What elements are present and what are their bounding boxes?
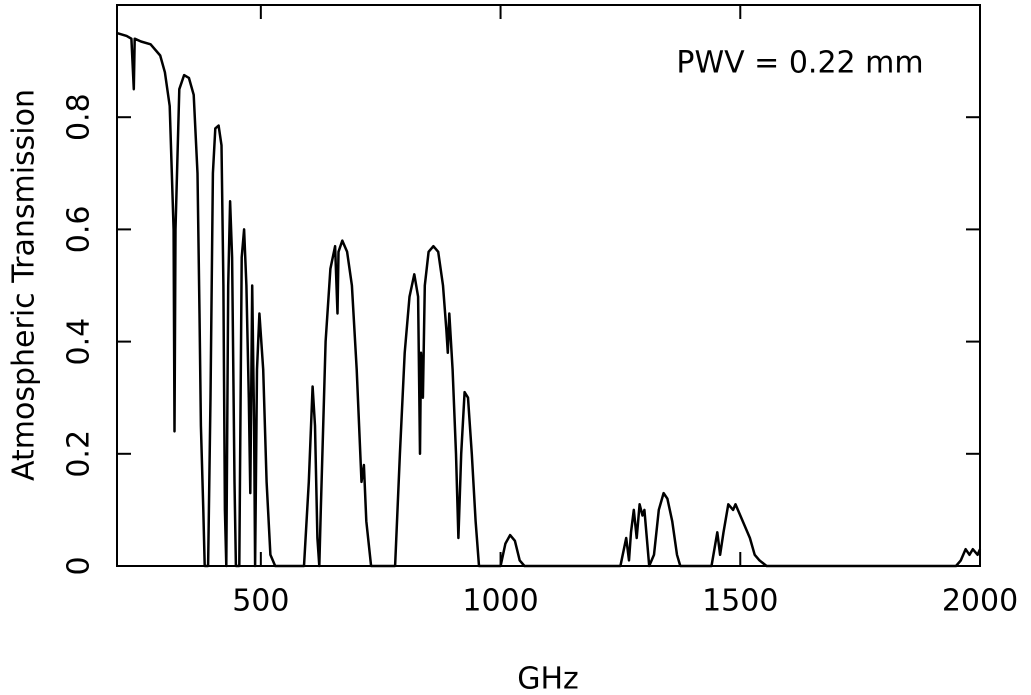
x-tick-label: 2000 bbox=[942, 584, 1018, 619]
transmission-line bbox=[116, 31, 982, 568]
y-tick-label: 0.4 bbox=[62, 318, 97, 366]
x-tick-label: 1000 bbox=[462, 584, 538, 619]
x-tick-label: 1500 bbox=[702, 584, 778, 619]
y-tick-label: 0.8 bbox=[62, 93, 97, 141]
y-tick-label: 0.2 bbox=[62, 430, 97, 478]
y-tick-label: 0 bbox=[62, 556, 97, 575]
y-tick-label: 0.6 bbox=[62, 206, 97, 254]
y-axis-label: Atmospheric Transmission bbox=[7, 89, 42, 481]
annotation: PWV = 0.22 mm bbox=[676, 46, 923, 81]
x-tick-label: 500 bbox=[232, 584, 289, 619]
x-axis-label: GHz bbox=[517, 662, 579, 695]
